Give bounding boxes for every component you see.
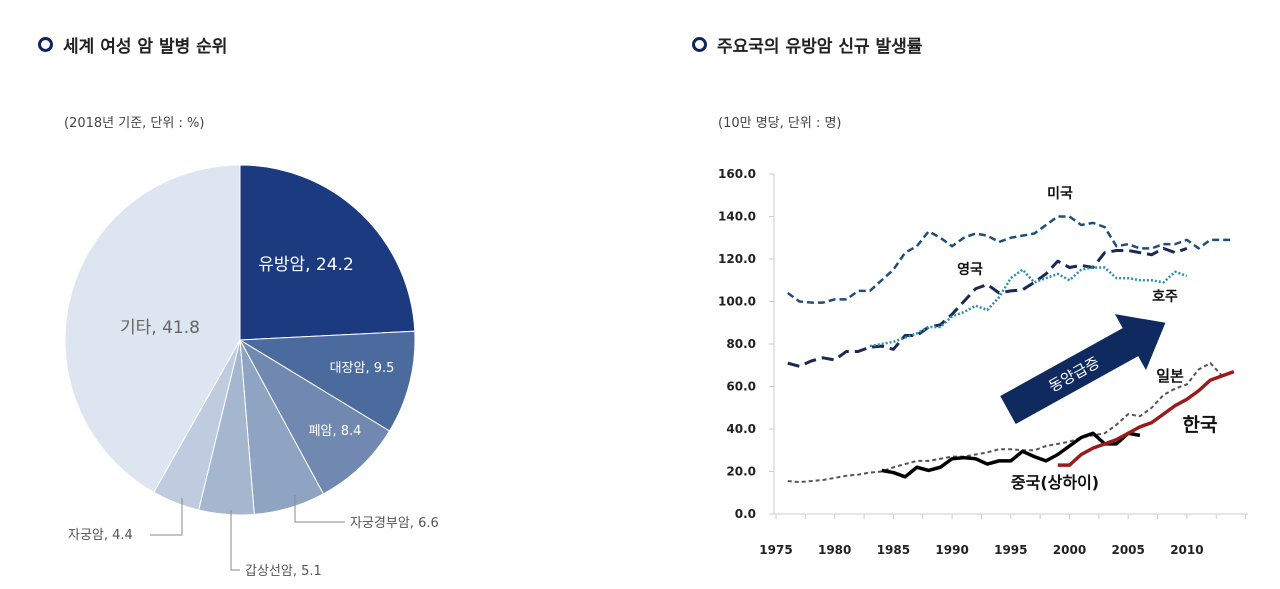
x-tick-label: 1995 <box>994 543 1027 557</box>
x-tick-label: 1975 <box>759 543 792 557</box>
callout-line <box>150 498 183 536</box>
y-tick-label: 120.0 <box>718 252 756 266</box>
y-tick-label: 40.0 <box>726 422 756 436</box>
growth-arrow: 동양급증 <box>1000 314 1166 424</box>
pie-label: 대장암, 9.5 <box>330 361 395 376</box>
pie-label: 유방암, 24.2 <box>258 255 354 275</box>
pie-slice-폐암 <box>238 338 391 495</box>
pie-slice-유방암 <box>239 164 416 341</box>
y-tick-label: 60.0 <box>726 380 756 394</box>
x-tick-label: 2000 <box>1053 543 1086 557</box>
left-title-text: 세계 여성 암 발병 순위 <box>63 37 228 57</box>
callout-line <box>294 495 345 523</box>
pie-label: 자궁암, 4.4 <box>68 528 133 543</box>
series-line-일본 <box>787 362 1223 484</box>
series-label: 한국 <box>1183 414 1218 436</box>
x-tick-label: 2005 <box>1111 543 1144 557</box>
series-label: 일본 <box>1156 367 1184 385</box>
right-chart-title: 주요국의 유방암 신규 발생률 <box>692 32 922 57</box>
pie-label: 갑상선암, 5.1 <box>245 564 322 579</box>
pie-label: 기타, 41.8 <box>120 318 200 338</box>
bullet-ring-icon <box>692 37 707 52</box>
bullet-ring-icon <box>38 37 53 52</box>
left-subtitle: (2018년 기준, 단위 : %) <box>64 116 205 131</box>
series-label: 영국 <box>957 261 983 278</box>
y-tick-label: 80.0 <box>726 337 756 351</box>
arrow-icon <box>1000 314 1166 424</box>
right-subtitle: (10만 명당, 단위 : 명) <box>718 116 842 131</box>
x-tick-label: 2010 <box>1170 543 1203 557</box>
series-line-한국 <box>1057 369 1235 467</box>
pie-slice-대장암 <box>238 330 416 432</box>
x-tick-label: 1980 <box>818 543 851 557</box>
series-line-미국 <box>787 215 1234 304</box>
series-line-중국(상하이) <box>881 431 1141 479</box>
y-tick-label: 140.0 <box>718 210 756 224</box>
pie-chart: 유방암, 24.2 대장암, 9.5 폐암, 8.4 자궁경부암, 6.6 갑상선암, … <box>64 164 439 579</box>
y-tick-label: 100.0 <box>718 295 756 309</box>
series-line-영국 <box>787 246 1188 368</box>
pie-slice-기타 <box>64 164 241 493</box>
x-tick-label: 1985 <box>877 543 910 557</box>
pie-label: 자궁경부암, 6.6 <box>350 516 439 531</box>
series-label: 중국(상하이) <box>1011 473 1099 492</box>
pie-label: 폐암, 8.4 <box>309 424 362 439</box>
x-tick-label: 1990 <box>935 543 968 557</box>
y-tick-label: 20.0 <box>726 465 756 479</box>
series-label: 미국 <box>1047 186 1073 202</box>
left-chart-title: 세계 여성 암 발병 순위 <box>38 32 227 57</box>
y-tick-label: 0.0 <box>735 507 756 521</box>
callout-line <box>230 510 240 571</box>
right-title-text: 주요국의 유방암 신규 발생률 <box>717 37 923 57</box>
series-label: 호주 <box>1152 289 1178 305</box>
y-tick-label: 160.0 <box>718 167 756 181</box>
